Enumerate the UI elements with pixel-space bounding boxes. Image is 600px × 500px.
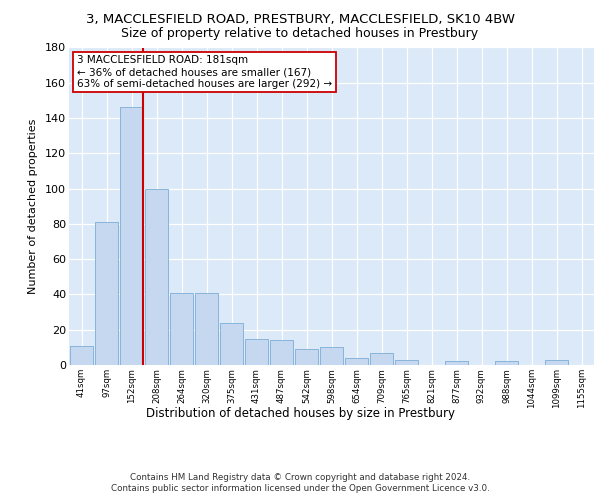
Bar [270,340,293,365]
Bar [320,348,343,365]
Text: Contains public sector information licensed under the Open Government Licence v3: Contains public sector information licen… [110,484,490,493]
Bar [95,222,118,365]
Bar [220,322,243,365]
Bar [70,346,93,365]
Text: Size of property relative to detached houses in Prestbury: Size of property relative to detached ho… [121,28,479,40]
Bar [395,360,418,365]
Bar [145,188,168,365]
Text: 3 MACCLESFIELD ROAD: 181sqm
← 36% of detached houses are smaller (167)
63% of se: 3 MACCLESFIELD ROAD: 181sqm ← 36% of det… [77,56,332,88]
Bar [120,108,143,365]
Bar [370,352,393,365]
Bar [445,362,468,365]
Text: Distribution of detached houses by size in Prestbury: Distribution of detached houses by size … [146,408,455,420]
Text: Contains HM Land Registry data © Crown copyright and database right 2024.: Contains HM Land Registry data © Crown c… [130,472,470,482]
Y-axis label: Number of detached properties: Number of detached properties [28,118,38,294]
Bar [195,292,218,365]
Bar [495,362,518,365]
Bar [170,292,193,365]
Bar [245,338,268,365]
Text: 3, MACCLESFIELD ROAD, PRESTBURY, MACCLESFIELD, SK10 4BW: 3, MACCLESFIELD ROAD, PRESTBURY, MACCLES… [86,12,515,26]
Bar [545,360,568,365]
Bar [345,358,368,365]
Bar [295,349,318,365]
